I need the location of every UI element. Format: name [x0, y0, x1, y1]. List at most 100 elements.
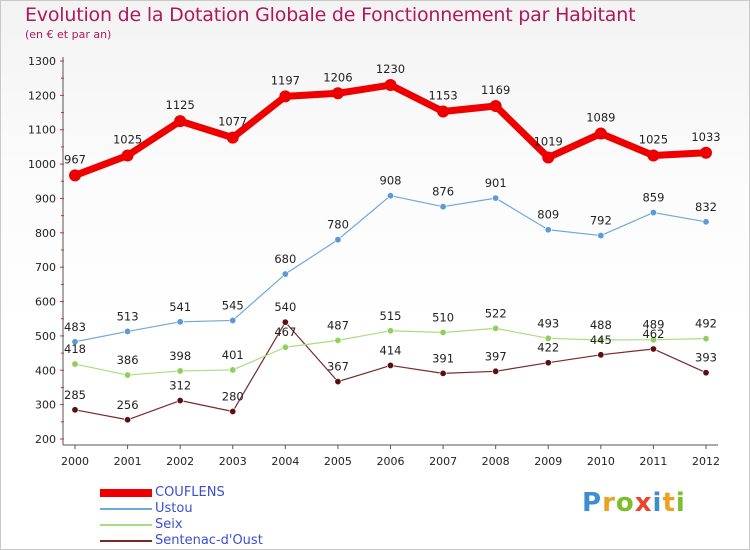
- data-label: 489: [642, 318, 664, 332]
- logo-letter: i: [675, 488, 686, 518]
- data-point: [649, 336, 657, 344]
- data-point: [544, 359, 552, 367]
- data-label: 901: [485, 176, 507, 190]
- data-label: 908: [380, 174, 402, 188]
- data-point: [124, 327, 132, 335]
- data-point: [229, 316, 237, 324]
- x-tick-label: 2000: [61, 455, 89, 468]
- data-point: [331, 87, 344, 100]
- y-tick-label: 900: [35, 192, 56, 205]
- logo-letter: x: [634, 488, 653, 518]
- x-tick-label: 2008: [482, 455, 510, 468]
- data-point: [544, 226, 552, 234]
- data-label: 280: [222, 390, 244, 404]
- data-label: 312: [169, 379, 191, 393]
- x-tick-label: 2004: [271, 455, 299, 468]
- data-point: [386, 327, 394, 335]
- legend-swatch: [100, 540, 152, 542]
- legend-swatch: [100, 508, 152, 510]
- data-point: [439, 328, 447, 336]
- data-label: 256: [117, 398, 139, 412]
- data-point: [386, 192, 394, 200]
- legend-label: Sentenac-d'Oust: [155, 533, 263, 548]
- data-label: 418: [64, 342, 86, 356]
- data-point: [176, 318, 184, 326]
- x-tick-label: 2010: [587, 455, 615, 468]
- data-point: [124, 416, 132, 424]
- data-point: [489, 100, 502, 113]
- data-label: 522: [485, 306, 507, 320]
- data-point: [594, 127, 607, 140]
- data-label: 398: [169, 349, 191, 363]
- data-point: [439, 203, 447, 211]
- data-point: [226, 131, 239, 144]
- data-point: [386, 361, 394, 369]
- data-label: 1089: [586, 111, 615, 125]
- data-point: [492, 324, 500, 332]
- data-point: [176, 367, 184, 375]
- y-tick-label: 400: [35, 364, 56, 377]
- data-point: [439, 369, 447, 377]
- data-point: [597, 351, 605, 359]
- data-label: 809: [537, 208, 559, 222]
- x-tick-label: 2002: [166, 455, 194, 468]
- data-label: 414: [380, 343, 402, 357]
- legend-label: Seix: [155, 517, 183, 532]
- legend-swatch: [100, 489, 152, 497]
- y-tick-label: 1000: [28, 158, 56, 171]
- logo-letter: r: [602, 488, 616, 518]
- data-label: 780: [327, 218, 349, 232]
- data-point: [71, 338, 79, 346]
- data-point: [71, 360, 79, 368]
- data-label: 1230: [376, 62, 405, 76]
- x-tick-label: 2006: [377, 455, 405, 468]
- data-label: 545: [222, 298, 244, 312]
- data-point: [492, 194, 500, 202]
- data-point: [71, 406, 79, 414]
- data-point: [229, 408, 237, 416]
- data-label: 483: [64, 320, 86, 334]
- y-tick-label: 1100: [28, 124, 56, 137]
- data-label: 1033: [691, 130, 720, 144]
- data-label: 386: [117, 353, 139, 367]
- y-tick-label: 600: [35, 296, 56, 309]
- data-point: [69, 169, 81, 182]
- data-label: 493: [537, 316, 559, 330]
- data-label: 492: [695, 317, 717, 331]
- data-label: 876: [432, 185, 454, 199]
- data-point: [597, 336, 605, 344]
- data-point: [334, 236, 342, 244]
- data-point: [334, 378, 342, 386]
- data-label: 513: [117, 309, 139, 323]
- data-label: 832: [695, 200, 717, 214]
- data-point: [597, 232, 605, 240]
- legend-swatch: [100, 524, 152, 526]
- chart-subtitle: (en € et par an): [25, 28, 112, 41]
- data-label: 1169: [481, 83, 510, 97]
- data-point: [542, 151, 555, 164]
- data-label: 285: [64, 388, 86, 402]
- data-label: 541: [169, 300, 191, 314]
- y-tick-label: 1300: [28, 55, 56, 68]
- legend-label: Ustou: [155, 501, 193, 516]
- y-tick-label: 1200: [28, 89, 56, 102]
- chart-title: Evolution de la Dotation Globale de Fonc…: [25, 4, 636, 26]
- data-label: 1019: [534, 135, 563, 149]
- data-label: 859: [642, 191, 664, 205]
- data-label: 487: [327, 318, 349, 332]
- data-label: 367: [327, 360, 349, 374]
- data-point: [700, 146, 712, 159]
- data-label: 488: [590, 318, 612, 332]
- data-point: [437, 105, 450, 118]
- data-label: 1197: [271, 73, 300, 87]
- data-point: [229, 366, 237, 374]
- data-label: 1025: [113, 133, 142, 147]
- data-label: 1153: [428, 89, 457, 103]
- data-point: [281, 343, 289, 351]
- data-label: 510: [432, 310, 454, 324]
- y-tick-label: 200: [35, 433, 56, 446]
- x-tick-label: 2009: [534, 455, 562, 468]
- y-tick-label: 800: [35, 227, 56, 240]
- data-label: 462: [642, 327, 664, 341]
- data-point: [649, 345, 657, 353]
